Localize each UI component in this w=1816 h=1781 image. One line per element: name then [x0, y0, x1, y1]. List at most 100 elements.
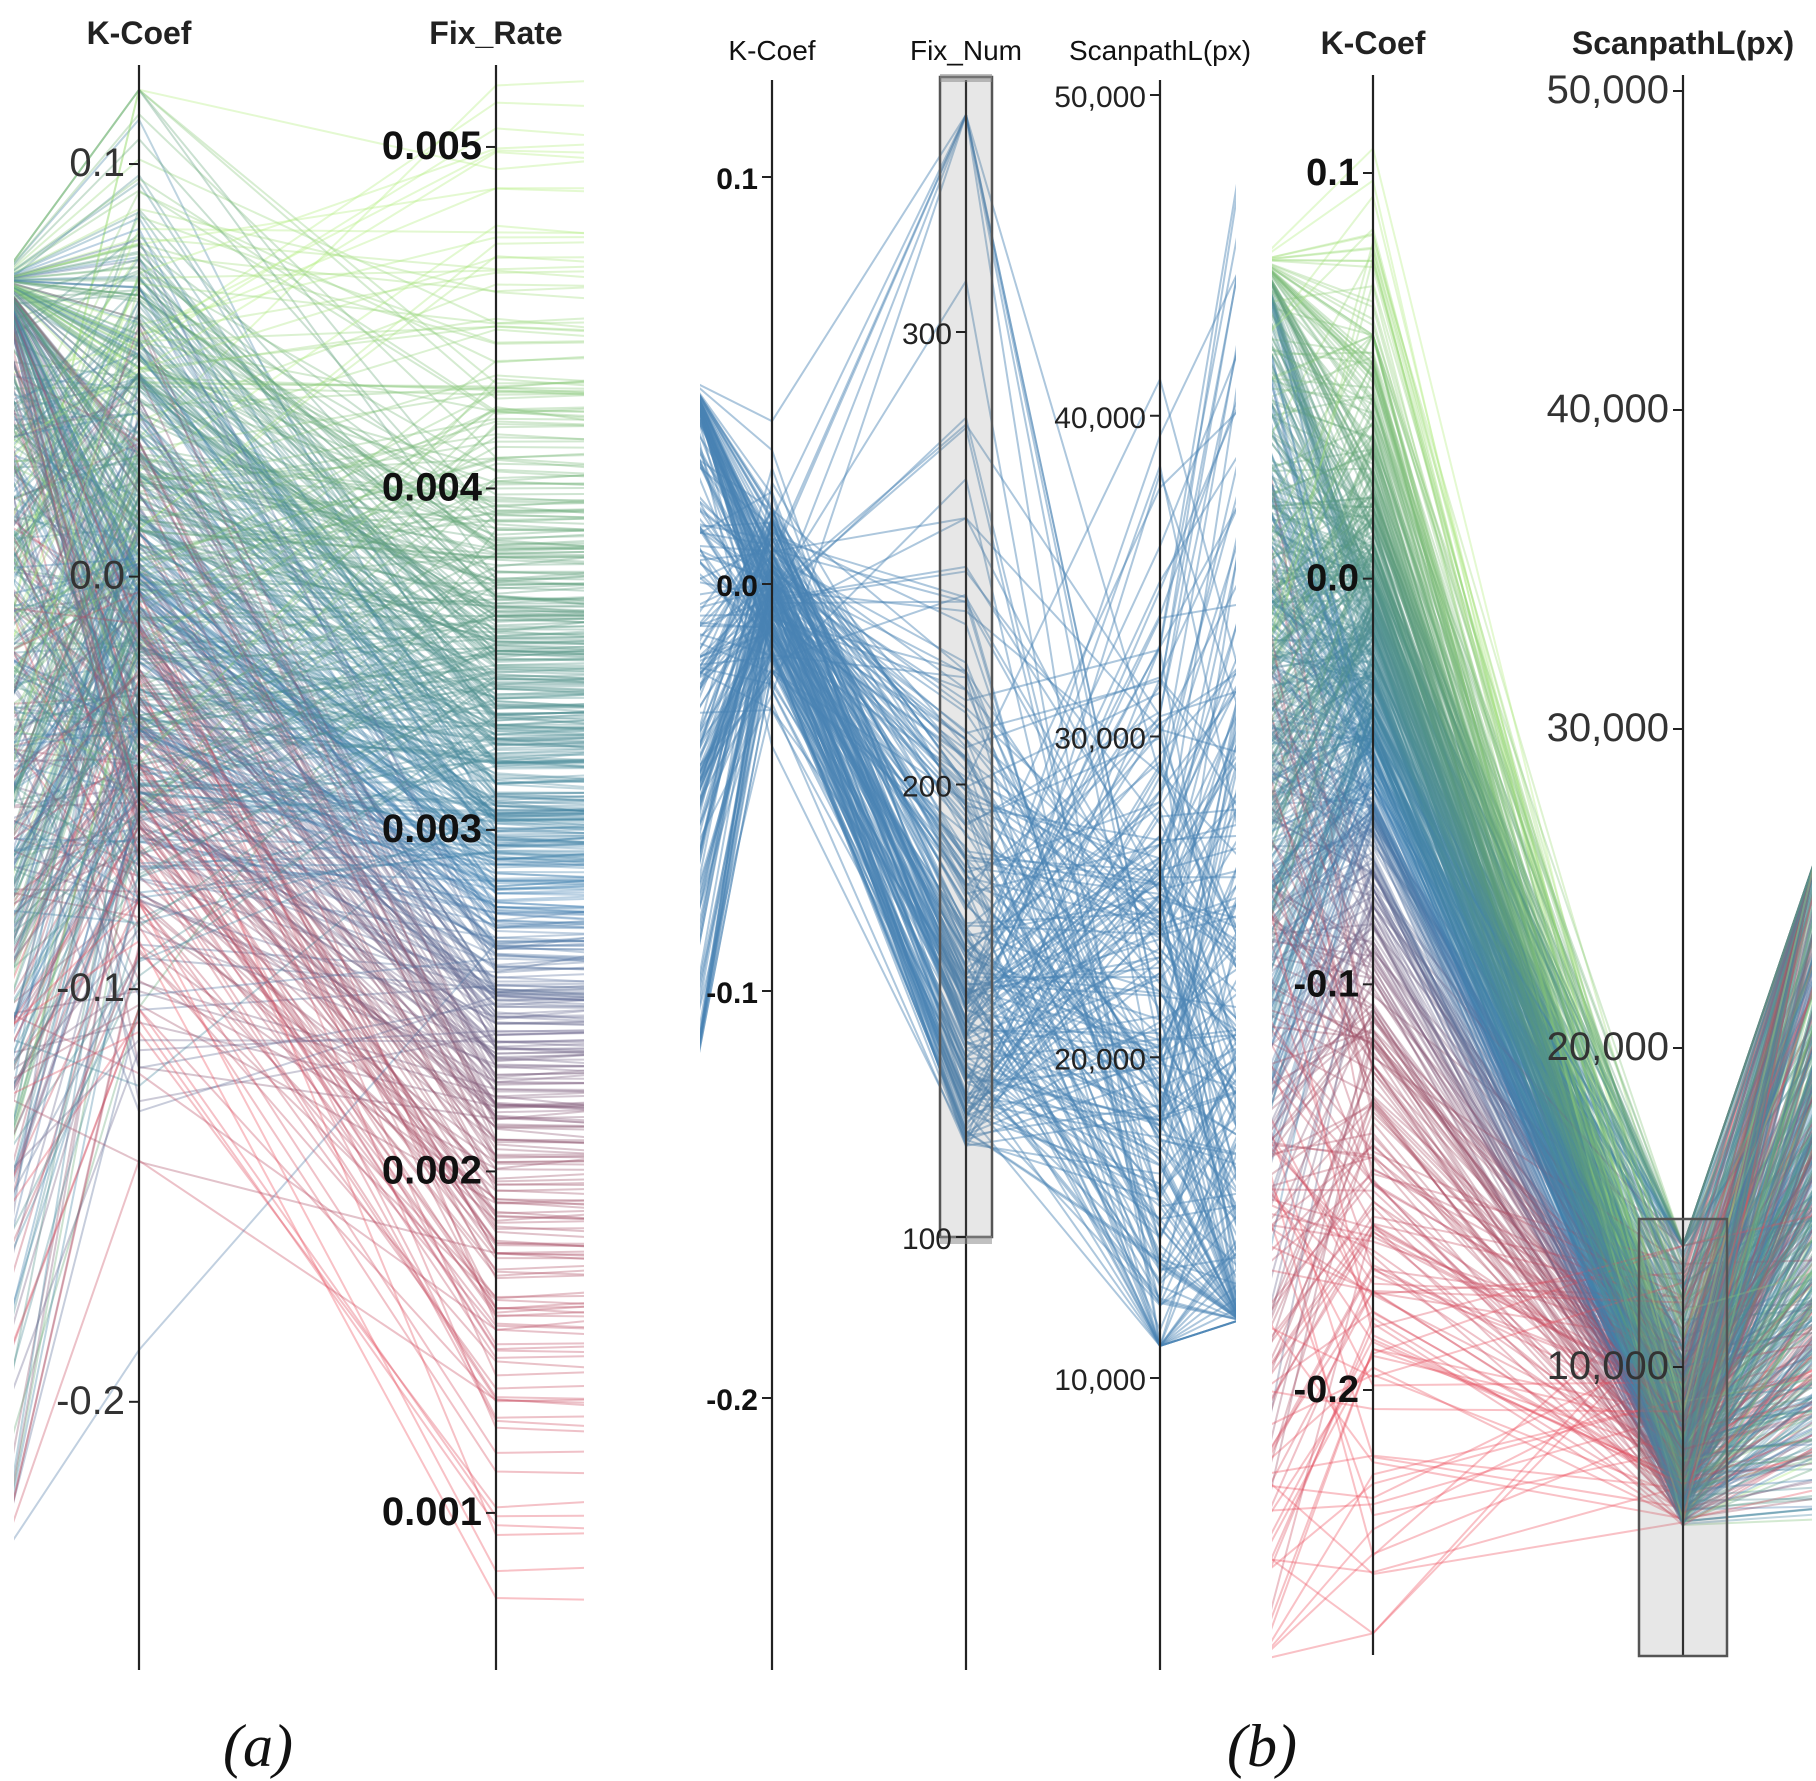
- a-fixrate-ticks: 0.005 0.004 0.003 0.002 0.001: [382, 124, 496, 1534]
- a-data-line: [14, 687, 584, 1479]
- a-data-line: [14, 311, 584, 737]
- b2-data-line: [1272, 861, 1812, 1500]
- b1-fixnum-brush-handle-top[interactable]: [940, 74, 992, 82]
- a-data-line: [14, 386, 584, 508]
- b2-data-line: [1272, 622, 1812, 1248]
- a-data-line: [14, 743, 584, 1019]
- b2-data-line: [1272, 1178, 1812, 1490]
- b2-data-line: [1272, 732, 1812, 1391]
- b2-data-line: [1272, 689, 1812, 1527]
- b2-data-line: [1272, 601, 1812, 1453]
- b2-data-line: [1272, 665, 1812, 1451]
- b2-data-line: [1272, 771, 1812, 1492]
- b2-data-line: [1272, 265, 1812, 1303]
- a-data-line: [14, 299, 584, 1107]
- b2-data-line: [1272, 488, 1812, 1431]
- b2-data-line: [1272, 631, 1812, 1393]
- b2-data-line: [1272, 779, 1812, 1420]
- b2-data-line: [1272, 527, 1812, 1514]
- b1-kcoef-ticks: 0.1 0.0 -0.1 -0.2: [706, 163, 772, 1417]
- b2-data-line: [1272, 681, 1812, 1403]
- b2-data-line: [1272, 565, 1812, 1512]
- a-data-line: [14, 301, 584, 958]
- a-data-line: [14, 328, 584, 892]
- a-data-line: [14, 578, 584, 914]
- b2-data-line: [1272, 734, 1812, 1492]
- b2-data-line: [1272, 371, 1812, 1345]
- a-data-line: [14, 757, 584, 1091]
- b2-data-line: [1272, 708, 1812, 1328]
- b2-data-line: [1272, 726, 1812, 1419]
- a-data-line: [14, 480, 584, 541]
- a-data-line: [14, 283, 584, 764]
- a-data-line: [14, 747, 584, 997]
- b2-data-line: [1272, 671, 1812, 1470]
- a-data-line: [14, 286, 584, 514]
- a-data-line: [14, 728, 584, 910]
- a-data-line: [14, 336, 584, 1051]
- a-data-line: [14, 284, 584, 639]
- b2-data-line: [1272, 671, 1812, 1511]
- a-data-line: [14, 659, 584, 971]
- a-data-line: [14, 288, 584, 396]
- b2-data-line: [1272, 617, 1812, 1364]
- b2-data-line: [1272, 586, 1812, 1484]
- a-data-line: [14, 1018, 584, 1530]
- a-data-line: [14, 385, 584, 405]
- a-data-line: [14, 791, 584, 1002]
- a-data-line: [14, 305, 584, 820]
- a-data-line: [14, 888, 584, 1156]
- a-data-line: [14, 815, 584, 1020]
- a-data-line: [14, 819, 584, 899]
- a-data-line: [14, 493, 584, 936]
- b2-data-line: [1272, 867, 1812, 1413]
- b2-data-line: [1272, 730, 1812, 1352]
- a-data-line: [14, 551, 584, 896]
- a-data-line: [14, 303, 584, 920]
- a-data-line: [14, 377, 584, 766]
- a-data-line: [14, 289, 584, 662]
- a-data-line: [14, 312, 584, 1061]
- b2-data-line: [1272, 553, 1812, 1409]
- a-data-line: [14, 286, 584, 722]
- b2-data-line: [1272, 1029, 1812, 1432]
- b2-data-line: [1272, 451, 1812, 1427]
- b1-fixnum-brush-handle-bottom[interactable]: [940, 1236, 992, 1244]
- a-data-line: [14, 319, 584, 731]
- a-data-line: [14, 332, 584, 559]
- b2-data-line: [1272, 336, 1812, 1392]
- a-data-line: [14, 701, 584, 1070]
- a-data-line: [14, 529, 584, 897]
- a-data-line: [14, 390, 584, 826]
- a-data-line: [14, 632, 584, 909]
- b2-data-line: [1272, 803, 1812, 1498]
- b2-data-line: [1272, 1347, 1812, 1630]
- b2-data-line: [1272, 869, 1812, 1479]
- a-data-line: [14, 939, 584, 1601]
- b2-scanpath-brush[interactable]: [1637, 1217, 1729, 1658]
- b2-data-line: [1272, 807, 1812, 1517]
- a-data-line: [14, 835, 584, 926]
- b2-data-line: [1272, 469, 1812, 1467]
- a-data-line: [14, 335, 584, 810]
- a-data-line: [14, 589, 584, 1124]
- a-data-line: [14, 279, 584, 786]
- b2-data-line: [1272, 247, 1812, 1341]
- a-data-line: [14, 465, 584, 844]
- b2-data-line: [1272, 769, 1812, 1497]
- a-data-line: [14, 358, 584, 1025]
- a-data-line: [14, 295, 584, 1159]
- b2-data-line: [1272, 671, 1812, 1484]
- b2-data-line: [1272, 234, 1812, 1369]
- a-data-line: [14, 1003, 584, 1205]
- b2-data-line: [1272, 541, 1812, 1407]
- b2-data-line: [1272, 1030, 1812, 1372]
- b2-data-line: [1272, 493, 1812, 1467]
- b2-data-line: [1272, 757, 1812, 1401]
- b2-data-line: [1272, 867, 1812, 1500]
- a-data-line: [14, 781, 584, 857]
- a-data-line: [14, 528, 584, 1435]
- b1-fixnum-brush[interactable]: [938, 75, 994, 1239]
- a-data-line: [14, 327, 584, 757]
- b2-data-line: [1272, 605, 1812, 1427]
